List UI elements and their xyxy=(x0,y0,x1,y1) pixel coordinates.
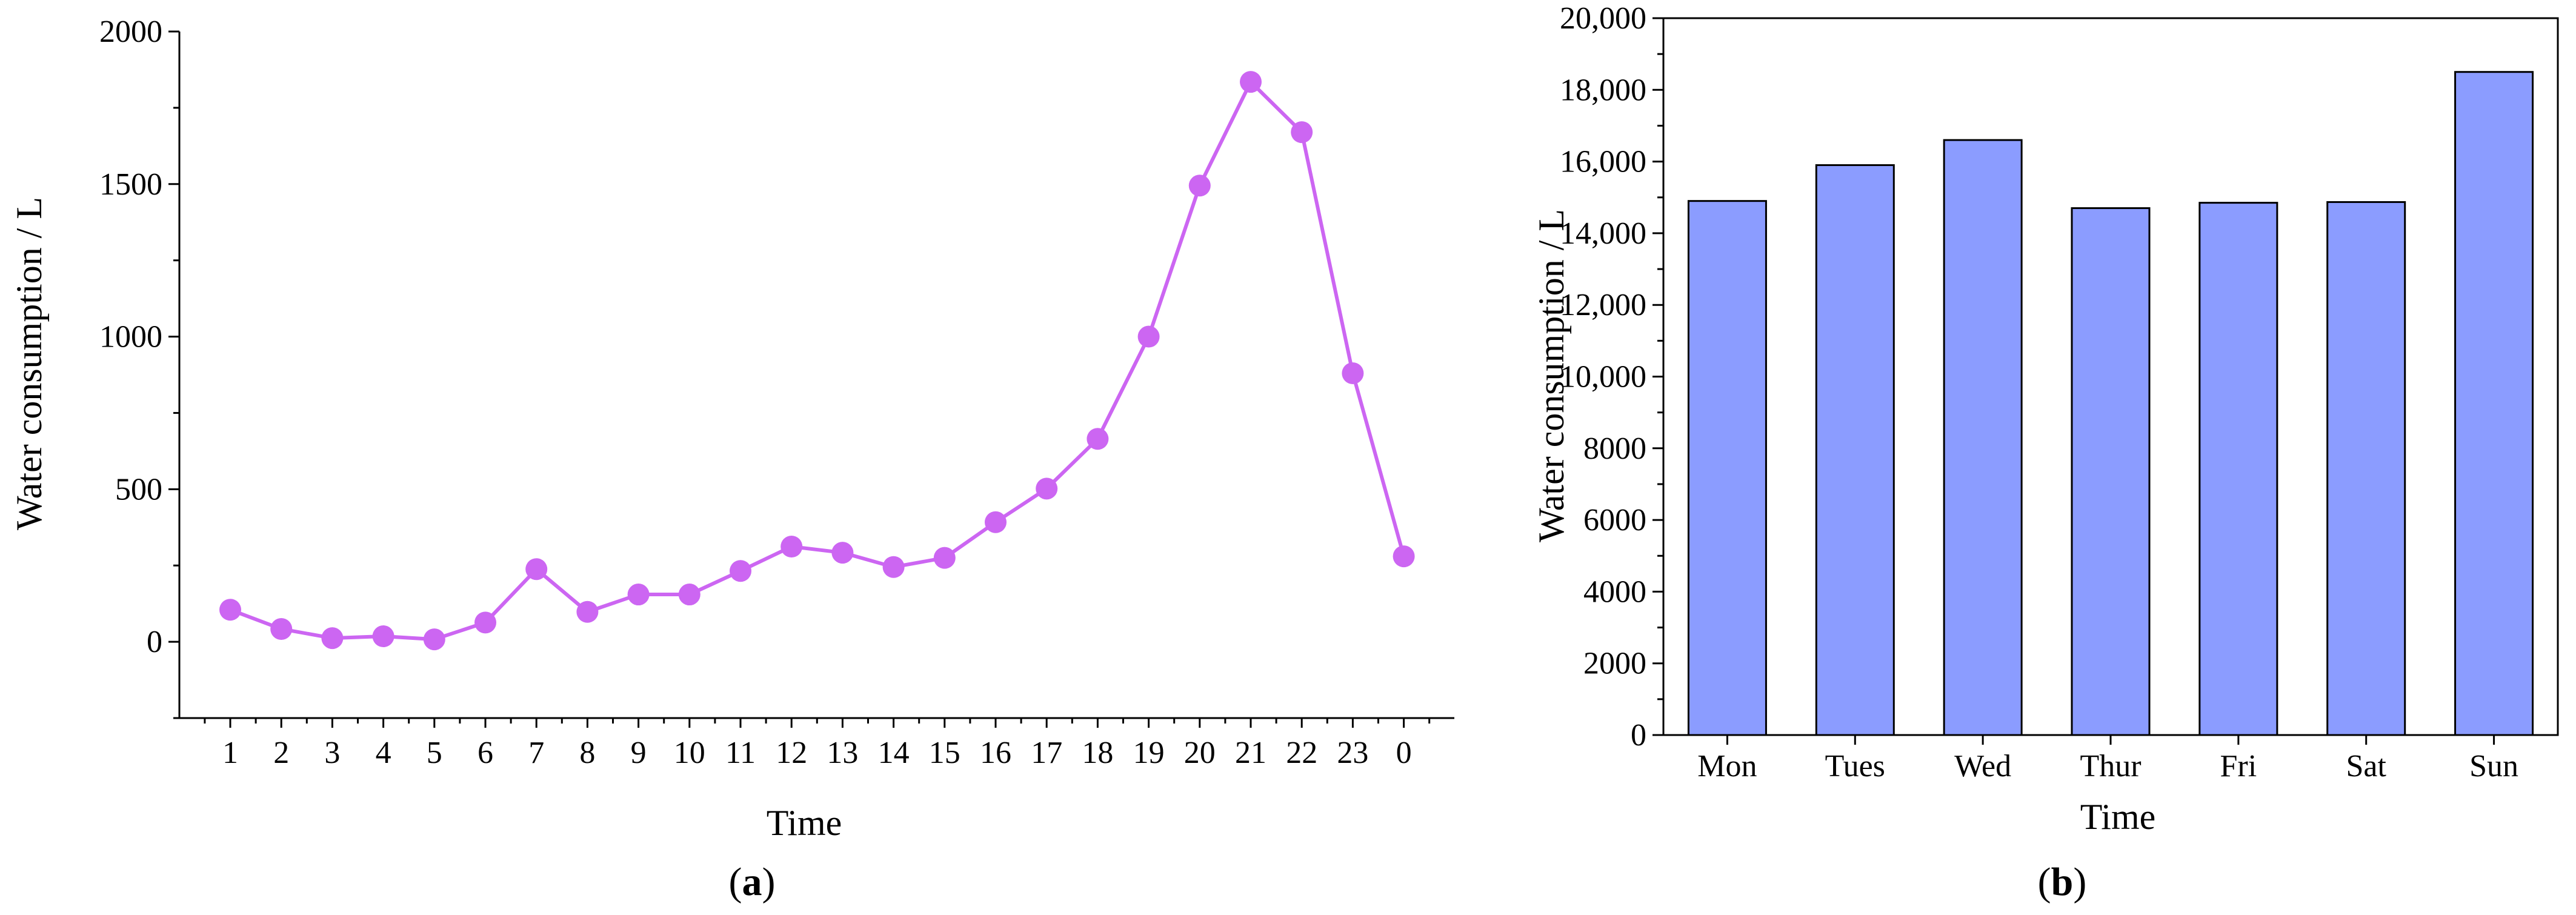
panel-b-y-tick-label: 10,000 xyxy=(1560,360,1646,394)
panel-a-x-tick-label: 6 xyxy=(478,736,493,770)
panel-a-data-point xyxy=(219,599,241,621)
panel-a-x-tick-label: 23 xyxy=(1337,736,1368,770)
panel-a-data-point xyxy=(780,536,803,558)
panel-a-series-line xyxy=(229,80,1406,642)
panel-a-data-point xyxy=(1188,175,1211,197)
panel-a-data-point xyxy=(627,584,650,606)
panel-b-bar xyxy=(2454,71,2534,736)
panel-a-series xyxy=(219,71,1415,651)
panel-a-y-tick-label: 2000 xyxy=(99,15,162,49)
panel-b-bars xyxy=(1687,71,2534,736)
panel-b-x-ticks: Mon Tues Wed Thur Fri Sat Sun xyxy=(1697,735,2518,784)
panel-a-x-tick-label: 4 xyxy=(376,736,391,770)
panel-a-y-ticks: 0 500 1000 1500 2000 xyxy=(99,15,179,719)
panel-a-y-axis-title: Water consumption / L xyxy=(9,197,49,530)
panel-a-data-point xyxy=(372,625,394,648)
panel-b-bar-chart: 0 2000 4000 6000 8000 10,000 12,000 14,000 16,00… xyxy=(1531,1,2559,837)
panel-b-y-tick-label: 0 xyxy=(1631,718,1646,753)
panel-a-data-point xyxy=(1036,477,1058,500)
panel-a-x-axis-title: Time xyxy=(767,803,842,843)
panel-b-y-tick-label: 20,000 xyxy=(1560,1,1646,36)
panel-a-x-tick-label: 19 xyxy=(1133,736,1165,770)
panel-b-x-tick-label: Sat xyxy=(2346,749,2386,784)
panel-b-bar xyxy=(2198,202,2278,736)
panel-a-x-tick-label: 0 xyxy=(1396,736,1412,770)
panel-b-y-axis-title: Water consumption / L xyxy=(1531,209,1571,542)
panel-a-x-tick-label: 16 xyxy=(980,736,1011,770)
panel-b-bar xyxy=(1943,139,2023,736)
panel-a-x-tick-label: 7 xyxy=(528,736,544,770)
panel-b-bar xyxy=(2071,207,2151,736)
panel-a-data-point xyxy=(270,617,293,640)
panel-a-x-tick-label: 20 xyxy=(1184,736,1216,770)
panel-a-x-tick-label: 21 xyxy=(1235,736,1266,770)
panel-b-y-tick-label: 18,000 xyxy=(1560,73,1646,107)
panel-a-data-point xyxy=(423,628,445,651)
panel-a-x-tick-label: 14 xyxy=(878,736,910,770)
panel-b-bar xyxy=(1687,200,1767,736)
panel-a-data-point xyxy=(933,547,956,569)
panel-a-y-tick-label: 1000 xyxy=(99,320,162,354)
panel-b-x-tick-label: Mon xyxy=(1697,749,1757,784)
panel-a-data-point xyxy=(831,542,854,564)
panel-a-caption: (a) xyxy=(729,860,776,904)
panel-a-data-point xyxy=(1342,362,1364,384)
panel-a-data-point xyxy=(678,584,701,606)
panel-a-axes xyxy=(178,32,1454,719)
panel-b-y-tick-label: 14,000 xyxy=(1560,216,1646,251)
panel-a-x-tick-label: 8 xyxy=(579,736,595,770)
panel-a-x-tick-label: 12 xyxy=(776,736,807,770)
panel-a-x-tick-label: 18 xyxy=(1082,736,1113,770)
panel-a-data-point xyxy=(985,511,1007,533)
panel-a-x-tick-label: 15 xyxy=(929,736,960,770)
panel-b-y-tick-label: 2000 xyxy=(1583,647,1646,681)
panel-a-x-tick-label: 17 xyxy=(1031,736,1062,770)
panel-a-x-tick-label: 2 xyxy=(273,736,289,770)
panel-b-y-tick-label: 4000 xyxy=(1583,574,1646,609)
panel-b-y-tick-label: 12,000 xyxy=(1560,288,1646,322)
panel-b-y-tick-label: 16,000 xyxy=(1560,145,1646,179)
panel-a-data-point xyxy=(1137,325,1160,348)
panel-a-data-point xyxy=(576,601,599,623)
panel-a-x-tick-label: 22 xyxy=(1286,736,1317,770)
panel-a-data-point xyxy=(882,556,905,578)
panel-b-x-tick-label: Fri xyxy=(2220,749,2257,784)
panel-a-x-tick-label: 11 xyxy=(725,736,756,770)
panel-b-x-tick-label: Wed xyxy=(1954,749,2011,784)
panel-b-caption: (b) xyxy=(2038,860,2087,904)
panel-a-data-point xyxy=(321,627,344,650)
panel-a-x-tick-label: 13 xyxy=(827,736,858,770)
panel-a-y-tick-label: 500 xyxy=(115,472,162,507)
panel-a-data-point xyxy=(1240,71,1262,93)
panel-b-x-tick-label: Tues xyxy=(1825,749,1885,784)
panel-b-bar xyxy=(1815,164,1895,736)
panel-a-data-point xyxy=(1393,545,1415,568)
panel-b-x-tick-label: Sun xyxy=(2469,749,2518,784)
panel-a-x-tick-label: 3 xyxy=(324,736,340,770)
panel-a-y-tick-label: 1500 xyxy=(99,167,162,202)
panel-a-x-tick-label: 9 xyxy=(631,736,647,770)
panel-a-y-tick-label: 0 xyxy=(147,625,162,659)
panel-b-y-tick-label: 8000 xyxy=(1583,431,1646,466)
panel-b-bar xyxy=(2326,201,2406,736)
panel-a-x-ticks: 1 2 3 4 5 6 7 8 9 10 11 12 13 14 15 16 17 18 19 20 21 22 23 0 xyxy=(204,718,1431,770)
panel-a-data-point xyxy=(730,560,751,582)
panel-a-x-tick-label: 1 xyxy=(222,736,238,770)
panel-a-data-point xyxy=(1087,428,1109,450)
panel-b-y-ticks: 0 2000 4000 6000 8000 10,000 12,000 14,000 16,00… xyxy=(1560,1,1663,753)
panel-b-x-tick-label: Thur xyxy=(2080,749,2141,784)
panel-a-x-tick-label: 5 xyxy=(427,736,442,770)
panel-b-x-axis-title: Time xyxy=(2080,797,2156,837)
panel-b-y-tick-label: 6000 xyxy=(1583,503,1646,537)
panel-a-data-point xyxy=(474,611,496,634)
panel-a-data-point xyxy=(1291,121,1313,144)
panel-a-x-tick-label: 10 xyxy=(674,736,705,770)
panel-a-data-point xyxy=(525,558,548,581)
